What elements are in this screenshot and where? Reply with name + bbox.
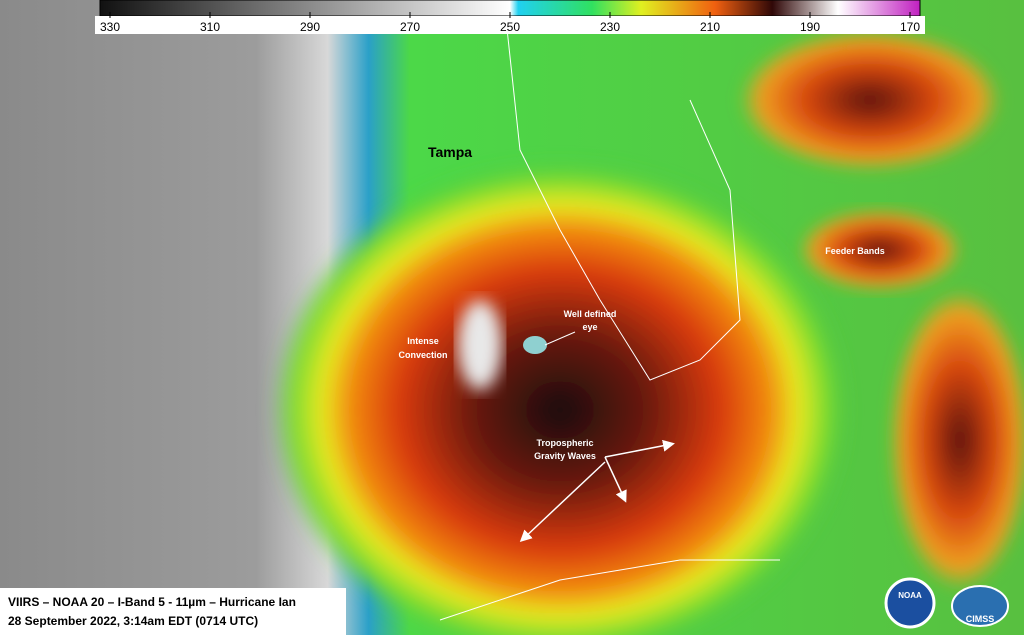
pointer [544, 331, 576, 346]
annotation: eye [582, 322, 597, 332]
caption: VIIRS – NOAA 20 – I-Band 5 - 11µm – Hurr… [8, 595, 296, 609]
annotation: Tropospheric [536, 438, 593, 448]
caption: 28 September 2022, 3:14am EDT (0714 UTC) [8, 614, 258, 628]
colorbar-tick-label: 230 [600, 20, 620, 34]
coastline [439, 559, 780, 621]
logo-text: NOAA [898, 591, 922, 600]
convection-cell [800, 210, 960, 290]
logo [884, 577, 936, 629]
annotation: Intense [407, 336, 439, 346]
colorbar-tick-label: 330 [100, 20, 120, 34]
colorbar-tick-label: 210 [700, 20, 720, 34]
colorbar-tick-label: 170 [900, 20, 920, 34]
coastline [504, 9, 741, 381]
eye [523, 336, 547, 354]
convection-cell [890, 290, 1024, 590]
convection-cell [740, 30, 1000, 170]
city-label: Tampa [428, 144, 472, 160]
annotation: Well defined [564, 309, 617, 319]
hurricane [270, 160, 850, 635]
colorbar-tick-label: 190 [800, 20, 820, 34]
cloud-tops [458, 300, 502, 390]
annotation: Gravity Waves [534, 451, 596, 461]
colorbar-label-band [95, 16, 925, 34]
colorbar-tick-label: 290 [300, 20, 320, 34]
colorbar-tick-label: 310 [200, 20, 220, 34]
annotation: Convection [398, 350, 447, 360]
caption-box [0, 588, 346, 635]
logo [951, 585, 1009, 627]
annotation: Feeder Bands [825, 246, 885, 256]
arrows [519, 439, 675, 543]
colorbar-tick-label: 270 [400, 20, 420, 34]
colorbar: 330 310 290 270 250 230 210 190 170 [95, 0, 925, 34]
colorbar-tick-label: 250 [500, 20, 520, 34]
logo-text: CIMSS [966, 614, 995, 624]
